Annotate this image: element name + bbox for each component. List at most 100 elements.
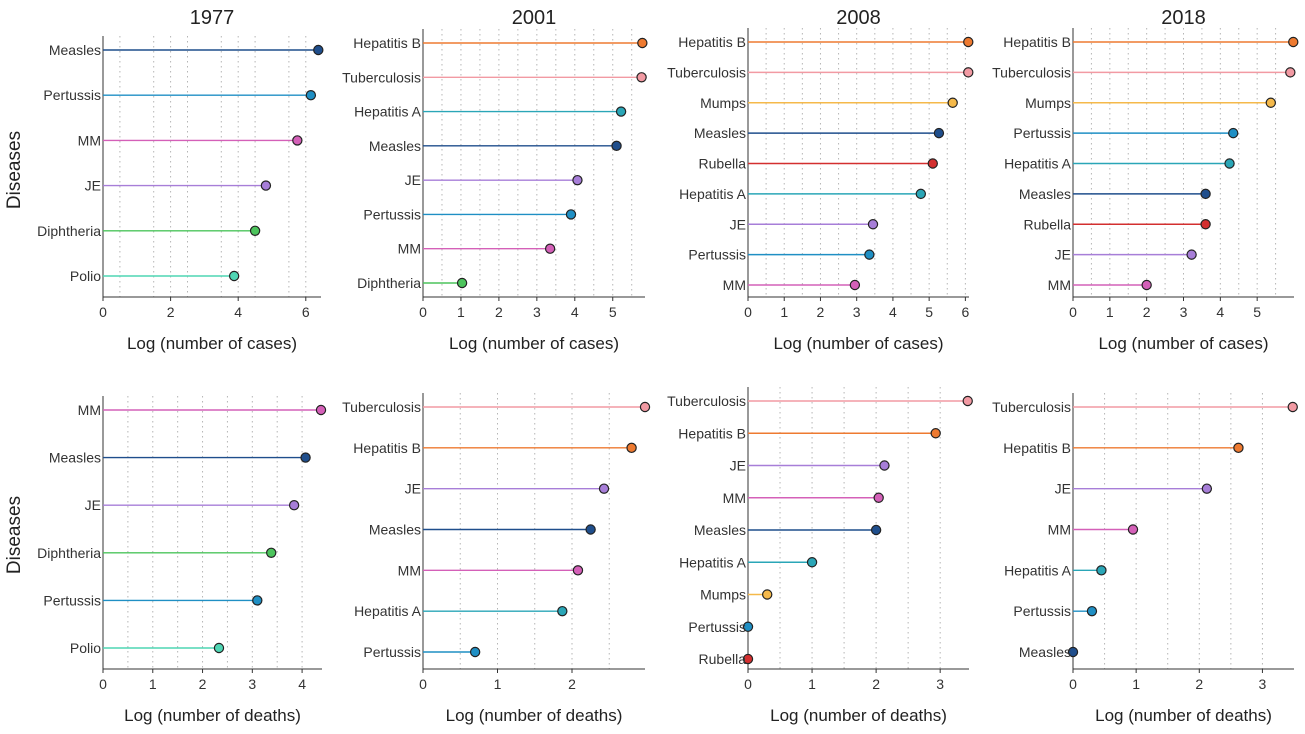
lollipop-dot [598, 483, 610, 494]
x-tick-label: 0 [419, 676, 427, 692]
lollipop-dot [572, 174, 583, 186]
x-tick-label: 0 [1069, 676, 1077, 692]
lollipop-dot [1141, 279, 1152, 291]
lollipop-dot [249, 225, 261, 236]
lollipop-dot [806, 557, 818, 568]
panel-3: 0 1 2 3 4 5 6 Log (number of cases) 2008 Hepatiti… [667, 7, 974, 353]
category-label: Measles [49, 450, 101, 466]
category-label: Mumps [700, 95, 746, 111]
x-tick-label: 0 [744, 304, 752, 320]
category-label: Measles [369, 138, 421, 154]
x-tick-label: 2 [199, 676, 207, 692]
lollipop-dot [266, 547, 277, 559]
x-tick-label: 1 [149, 676, 157, 692]
category-label: Pertussis [43, 87, 101, 103]
x-tick-label: 3 [1259, 676, 1267, 692]
category-label: Hepatitis A [1004, 562, 1072, 578]
panel-title: 2018 [1161, 7, 1206, 29]
lollipop-dot [1096, 565, 1107, 576]
lollipop-dot [544, 243, 556, 254]
category-label: Measles [694, 522, 746, 538]
lollipop-dot [585, 524, 596, 535]
x-axis-label: Log (number of cases) [127, 334, 297, 353]
category-label: Mumps [700, 587, 746, 603]
lollipop-dot [1201, 483, 1213, 494]
x-tick-label: 1 [1132, 676, 1140, 692]
x-tick-label: 4 [889, 304, 897, 320]
panel-2: 0 1 2 3 4 5 Log (number of cases) 2001 Hepatitis… [342, 7, 648, 353]
category-label: Pertussis [363, 644, 421, 660]
lollipop-dot [292, 135, 303, 146]
category-label: Polio [70, 268, 101, 284]
x-tick-label: 3 [533, 304, 541, 320]
lollipop-dot [849, 279, 861, 291]
x-tick-label: 1 [457, 304, 465, 320]
x-tick-label: 5 [925, 304, 933, 320]
x-tick-label: 6 [302, 304, 310, 320]
category-label: JE [1055, 481, 1071, 497]
x-tick-label: 0 [99, 304, 107, 320]
x-tick-label: 5 [1253, 304, 1261, 320]
category-label: Pertussis [688, 247, 746, 263]
lollipop-dot [469, 646, 481, 658]
category-label: Measles [694, 125, 746, 141]
lollipop-dot [742, 621, 754, 632]
lollipop-dot [1127, 524, 1139, 535]
category-label: JE [405, 172, 421, 188]
x-tick-label: 4 [1216, 304, 1224, 320]
category-label: MM [398, 562, 421, 578]
category-label: MM [1048, 277, 1071, 293]
x-tick-label: 4 [234, 304, 242, 320]
x-tick-label: 3 [1180, 304, 1188, 320]
category-label: MM [78, 402, 101, 418]
x-axis-label: Log (number of cases) [449, 334, 619, 353]
lollipop-dot [879, 460, 890, 471]
lollipop-dot [870, 524, 882, 536]
lollipop-dot [315, 404, 327, 416]
lollipop-dot [615, 106, 627, 117]
x-axis-label: Log (number of deaths) [1095, 706, 1272, 725]
category-label: Mumps [1025, 95, 1071, 111]
category-label: Diphtheria [37, 223, 101, 239]
panel-title: 1977 [190, 7, 235, 29]
x-tick-label: 3 [936, 676, 944, 692]
lollipop-dot [867, 219, 879, 230]
category-label: Polio [70, 640, 101, 656]
category-label: Hepatitis B [1003, 34, 1071, 50]
lollipop-dot [762, 589, 773, 600]
panel-title: 2008 [836, 7, 881, 29]
category-label: MM [723, 277, 746, 293]
lollipop-dot [565, 209, 577, 220]
lollipop-dot [456, 277, 468, 289]
category-label: Hepatitis A [1004, 156, 1072, 172]
lollipop-dot [873, 492, 884, 503]
x-axis-label: Log (number of deaths) [124, 706, 301, 725]
lollipop-dot [1287, 401, 1298, 413]
category-label: Pertussis [688, 619, 746, 635]
lollipop-dot [626, 442, 637, 454]
x-tick-label: 0 [744, 676, 752, 692]
lollipop-dot [213, 642, 225, 654]
x-axis-label: Log (number of cases) [1098, 334, 1268, 353]
category-label: Tuberculosis [667, 393, 746, 409]
y-axis-label: Diseases [4, 131, 25, 209]
x-tick-label: 2 [1143, 304, 1151, 320]
panel-4: 0 1 2 3 4 5 Log (number of cases) 2018 Hepatitis… [992, 7, 1299, 353]
category-label: Tuberculosis [342, 399, 421, 415]
x-tick-label: 2 [495, 304, 503, 320]
lollipop-dot [1288, 36, 1299, 48]
y-axis-label: Diseases [4, 496, 25, 574]
category-label: JE [730, 458, 746, 474]
lollipop-dot [636, 72, 647, 83]
lollipop-dot [1200, 219, 1211, 230]
category-label: Hepatitis B [353, 440, 421, 456]
lollipop-dot [1086, 605, 1098, 617]
x-tick-label: 1 [494, 676, 502, 692]
category-label: Tuberculosis [342, 69, 421, 85]
lollipop-dot [1228, 127, 1239, 139]
panel-7: 0 1 2 3 Log (number of deaths) Tuberculosis He… [667, 387, 973, 725]
lollipop-dot [963, 36, 974, 48]
lollipop-dot [572, 565, 584, 576]
category-label: Hepatitis B [678, 425, 746, 441]
panel-title: 2001 [512, 7, 557, 29]
